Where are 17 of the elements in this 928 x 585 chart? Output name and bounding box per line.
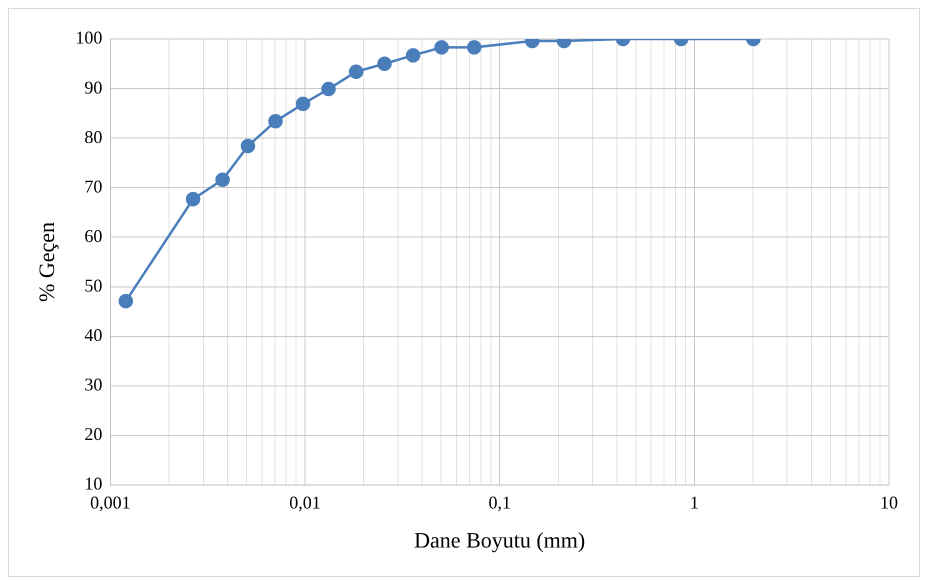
y-tick-label: 30 [84, 374, 102, 395]
y-axis-title: % Geçen [34, 222, 59, 302]
x-tick-label: 10 [880, 492, 898, 513]
x-tick-label: 0,01 [289, 492, 321, 513]
y-tick-label: 90 [84, 77, 102, 98]
y-tick-label: 20 [84, 424, 102, 444]
y-tick-label: 10 [84, 474, 102, 494]
x-tick-label: 1 [690, 492, 699, 513]
y-tick-label: 60 [84, 226, 102, 246]
y-tick-label: 80 [84, 126, 102, 147]
y-tick-label: 50 [84, 276, 102, 296]
x-axis-title: Dane Boyutu (mm) [414, 528, 586, 553]
x-tick-label: 0,001 [90, 492, 131, 513]
y-tick-label: 40 [84, 325, 102, 346]
y-tick-label: 100 [75, 28, 102, 48]
y-tick-label: 70 [84, 176, 102, 196]
x-tick-label: 0,1 [488, 492, 511, 513]
